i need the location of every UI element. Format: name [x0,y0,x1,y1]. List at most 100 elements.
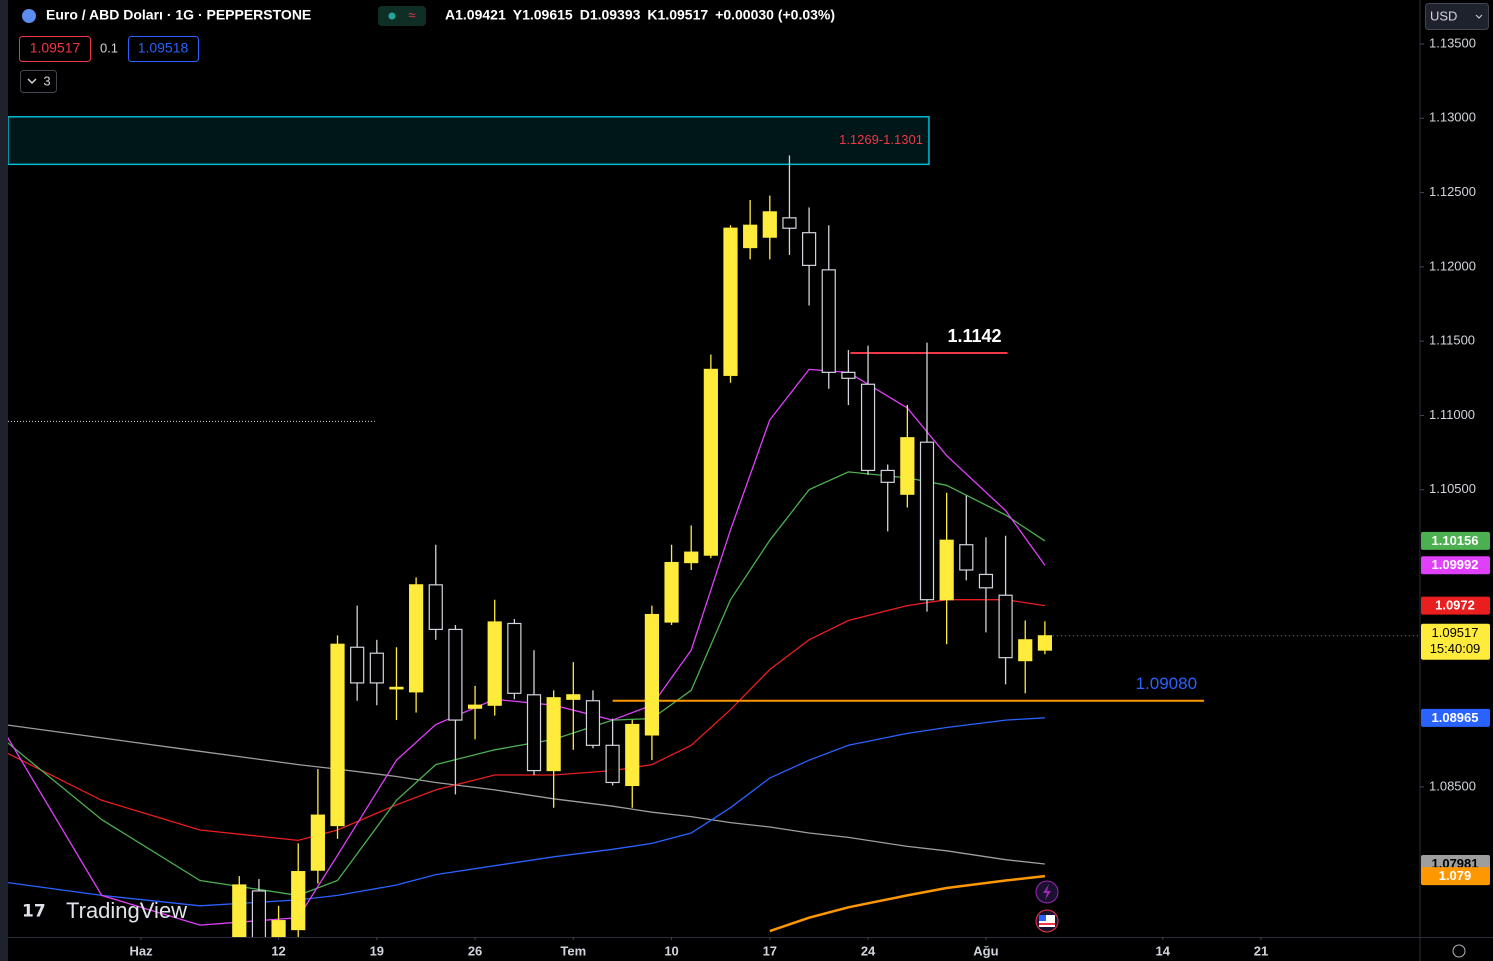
candle-body [703,368,718,556]
spread: 0.1 [100,40,118,55]
x-tick-label: 10 [664,943,678,958]
indicator-count: 3 [43,73,50,88]
candle-body [625,723,640,787]
moving-average [8,724,1045,865]
candle-body [448,628,463,721]
y-tick-label: 1.13000 [1429,110,1476,125]
current-price-badge [1421,623,1490,660]
candle-body [959,544,974,571]
flag-canton [1039,915,1046,921]
header-text: 1.09615 [522,7,573,23]
candle-body [369,652,384,684]
candle-body [860,383,876,472]
level-label: 1.1142 [947,326,1001,346]
left-edge [0,0,8,961]
header-text: 1.09517 [658,7,709,23]
zone-label: 1.1269-1.1301 [839,132,923,147]
candle-body [546,697,561,772]
header-text: +0.00030 (+0.03%) [715,7,835,23]
x-tick-label: 21 [1254,943,1268,958]
candle-body [762,211,777,238]
current-price-label: 1.09517 [1432,625,1479,640]
currency-select[interactable] [1425,3,1489,30]
y-tick-label: 1.12500 [1429,184,1476,199]
x-tick-label: 17 [763,943,777,958]
candle-body [605,744,620,784]
y-tick-label: 1.11000 [1429,407,1475,422]
candle-body [585,700,601,746]
candle-body [644,613,660,736]
candle-body [998,594,1013,659]
status-dot [388,12,396,20]
candle-body [723,227,738,376]
header-row: Euro / ABD Doları · 1G · PEPPERSTONE A 1.0… [46,7,835,23]
y-tick-label: 1.13500 [1429,35,1476,50]
candle-body [271,920,286,937]
candle-body [330,643,345,827]
countdown: 15:40:09 [1430,641,1481,656]
price-badge-label: 1.079 [1439,868,1472,883]
candle-body [841,371,856,379]
candle-body [1037,635,1052,651]
status-icon: ≈ [408,7,415,22]
price-badge-label: 1.0972 [1435,598,1475,613]
y-tick-label: 1.08500 [1429,778,1476,793]
sell-price[interactable]: 1.09517 [30,40,81,56]
price-badge-label: 1.08965 [1432,710,1479,725]
moving-average [769,874,1046,933]
chevron [1475,14,1483,19]
x-tick-label: 12 [271,943,285,958]
candle-body [939,539,954,601]
buy-box[interactable] [128,36,199,62]
candle-body [664,561,679,623]
candle-body [526,694,542,772]
header-text: 1.09421 [455,7,506,23]
candle-body [919,441,935,601]
x-tick-label: 24 [861,943,876,958]
candle-body [291,871,306,931]
price-badge [1421,531,1490,550]
price-badge-label: 1.09992 [1432,557,1479,572]
y-tick-label: 1.11500 [1429,333,1475,348]
candle-body [409,584,424,693]
indicator-toggle[interactable] [20,70,57,93]
candle-body [251,890,267,937]
y-tick-label: 1.12000 [1429,258,1476,273]
candle-body [782,217,797,229]
candle-body [900,437,915,495]
chevron [27,78,37,85]
x-tick-label: 26 [468,943,482,958]
x-tick-label: Haz [129,943,153,958]
price-badge [1421,596,1490,615]
header-text: Y [513,7,523,23]
currency[interactable]: USD [1430,8,1457,23]
status-badge [378,6,426,26]
candle-body [232,884,247,937]
candle-body [507,622,522,694]
price-badge [1421,867,1490,886]
candle-body [821,269,836,373]
price-badge [1421,556,1490,575]
candle-body [1018,639,1033,662]
candle-body [566,694,581,700]
price-badge [1421,708,1490,727]
candle-body [487,621,502,706]
y-tick-label: 1.10500 [1429,481,1476,496]
logo: TradingView [66,898,187,923]
symbol-icon [22,9,36,23]
settings-icon[interactable] [1452,944,1466,958]
header-text: K [647,7,657,23]
buy-price[interactable]: 1.09518 [138,40,189,56]
sell-box[interactable] [19,36,91,62]
candle-body [389,686,404,690]
x-tick-label: 14 [1156,943,1171,958]
candle-body [978,573,994,589]
axes: 1.13500 1.13000 1.12500 1.12000 1.11500 1.110… [129,35,1490,958]
candle-body [350,646,365,684]
lightning [1043,884,1051,900]
x-tick-label: Tem [560,943,586,958]
candle-body [684,551,699,564]
plot-area: 1.1269-1.1301 1.09080 1.1142 [8,116,1205,937]
